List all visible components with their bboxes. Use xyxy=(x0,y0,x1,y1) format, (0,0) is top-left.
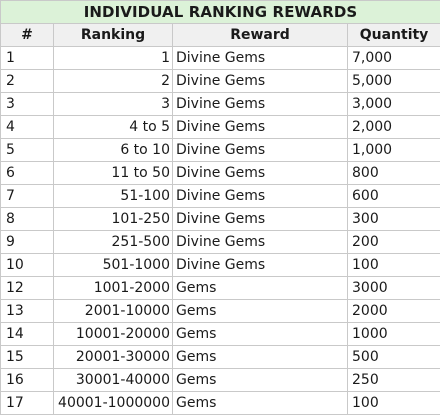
cell-quantity[interactable]: 3000 xyxy=(346,276,440,300)
cell-quantity[interactable]: 200 xyxy=(346,230,440,254)
column-header-number[interactable]: # xyxy=(0,23,54,47)
cell-reward[interactable]: Gems xyxy=(172,345,348,369)
cell-number[interactable]: 4 xyxy=(0,115,54,139)
cell-quantity[interactable]: 7,000 xyxy=(346,46,440,70)
cell-quantity[interactable]: 1,000 xyxy=(346,138,440,162)
table-title: INDIVIDUAL RANKING REWARDS xyxy=(0,0,440,24)
cell-ranking[interactable]: 251-500 xyxy=(53,230,173,254)
cell-ranking[interactable]: 2 xyxy=(53,69,173,93)
cell-quantity[interactable]: 800 xyxy=(346,161,440,185)
cell-number[interactable]: 6 xyxy=(0,161,54,185)
cell-quantity[interactable]: 2000 xyxy=(346,299,440,323)
cell-reward[interactable]: Gems xyxy=(172,391,348,415)
cell-quantity[interactable]: 2,000 xyxy=(346,115,440,139)
cell-ranking[interactable]: 20001-30000 xyxy=(53,345,173,369)
cell-reward[interactable]: Divine Gems xyxy=(172,138,348,162)
cell-reward[interactable]: Gems xyxy=(172,276,348,300)
table-row: 7 51-100 Divine Gems 600 xyxy=(0,184,440,208)
cell-ranking[interactable]: 4 to 5 xyxy=(53,115,173,139)
cell-number[interactable]: 12 xyxy=(0,276,54,300)
column-header-reward[interactable]: Reward xyxy=(172,23,348,47)
cell-number[interactable]: 9 xyxy=(0,230,54,254)
cell-quantity[interactable]: 3,000 xyxy=(346,92,440,116)
cell-ranking[interactable]: 10001-20000 xyxy=(53,322,173,346)
cell-quantity[interactable]: 500 xyxy=(346,345,440,369)
cell-ranking[interactable]: 2001-10000 xyxy=(53,299,173,323)
cell-reward[interactable]: Divine Gems xyxy=(172,69,348,93)
cell-quantity[interactable]: 100 xyxy=(346,253,440,277)
table-row: 10 501-1000 Divine Gems 100 xyxy=(0,253,440,277)
column-header-ranking[interactable]: Ranking xyxy=(53,23,173,47)
cell-quantity[interactable]: 250 xyxy=(346,368,440,392)
cell-number[interactable]: 15 xyxy=(0,345,54,369)
table-row: 2 2 Divine Gems 5,000 xyxy=(0,69,440,93)
column-header-quantity[interactable]: Quantity xyxy=(346,23,440,47)
table-row: 3 3 Divine Gems 3,000 xyxy=(0,92,440,116)
cell-reward[interactable]: Divine Gems xyxy=(172,184,348,208)
table-row: 16 30001-40000 Gems 250 xyxy=(0,368,440,392)
cell-quantity[interactable]: 1000 xyxy=(346,322,440,346)
cell-reward[interactable]: Divine Gems xyxy=(172,115,348,139)
cell-number[interactable]: 16 xyxy=(0,368,54,392)
cell-ranking[interactable]: 51-100 xyxy=(53,184,173,208)
table-row: 15 20001-30000 Gems 500 xyxy=(0,345,440,369)
cell-number[interactable]: 3 xyxy=(0,92,54,116)
cell-number[interactable]: 10 xyxy=(0,253,54,277)
cell-reward[interactable]: Divine Gems xyxy=(172,92,348,116)
cell-number[interactable]: 17 xyxy=(0,391,54,415)
cell-reward[interactable]: Gems xyxy=(172,368,348,392)
cell-ranking[interactable]: 11 to 50 xyxy=(53,161,173,185)
cell-reward[interactable]: Divine Gems xyxy=(172,230,348,254)
cell-reward[interactable]: Divine Gems xyxy=(172,207,348,231)
cell-number[interactable]: 1 xyxy=(0,46,54,70)
cell-ranking[interactable]: 1001-2000 xyxy=(53,276,173,300)
cell-reward[interactable]: Divine Gems xyxy=(172,46,348,70)
cell-number[interactable]: 14 xyxy=(0,322,54,346)
cell-ranking[interactable]: 3 xyxy=(53,92,173,116)
cell-ranking[interactable]: 6 to 10 xyxy=(53,138,173,162)
table-row: 17 40001-1000000 Gems 100 xyxy=(0,391,440,415)
column-header-row: # Ranking Reward Quantity xyxy=(0,23,440,47)
table-row: 8 101-250 Divine Gems 300 xyxy=(0,207,440,231)
cell-quantity[interactable]: 5,000 xyxy=(346,69,440,93)
table-row: 9 251-500 Divine Gems 200 xyxy=(0,230,440,254)
cell-number[interactable]: 2 xyxy=(0,69,54,93)
cell-number[interactable]: 7 xyxy=(0,184,54,208)
cell-quantity[interactable]: 300 xyxy=(346,207,440,231)
cell-quantity[interactable]: 100 xyxy=(346,391,440,415)
table-body: 1 1 Divine Gems 7,000 2 2 Divine Gems 5,000 3 3 Di… xyxy=(0,46,440,415)
table-row: 6 11 to 50 Divine Gems 800 xyxy=(0,161,440,185)
cell-quantity[interactable]: 600 xyxy=(346,184,440,208)
cell-ranking[interactable]: 40001-1000000 xyxy=(53,391,173,415)
cell-reward[interactable]: Gems xyxy=(172,322,348,346)
cell-number[interactable]: 13 xyxy=(0,299,54,323)
cell-reward[interactable]: Divine Gems xyxy=(172,161,348,185)
cell-ranking[interactable]: 101-250 xyxy=(53,207,173,231)
table-row: 1 1 Divine Gems 7,000 xyxy=(0,46,440,70)
cell-reward[interactable]: Gems xyxy=(172,299,348,323)
cell-ranking[interactable]: 30001-40000 xyxy=(53,368,173,392)
table-row: 13 2001-10000 Gems 2000 xyxy=(0,299,440,323)
cell-ranking[interactable]: 501-1000 xyxy=(53,253,173,277)
table-title-row: INDIVIDUAL RANKING REWARDS xyxy=(0,0,440,24)
cell-number[interactable]: 8 xyxy=(0,207,54,231)
cell-number[interactable]: 5 xyxy=(0,138,54,162)
cell-reward[interactable]: Divine Gems xyxy=(172,253,348,277)
table-row: 12 1001-2000 Gems 3000 xyxy=(0,276,440,300)
cell-ranking[interactable]: 1 xyxy=(53,46,173,70)
table-row: 14 10001-20000 Gems 1000 xyxy=(0,322,440,346)
